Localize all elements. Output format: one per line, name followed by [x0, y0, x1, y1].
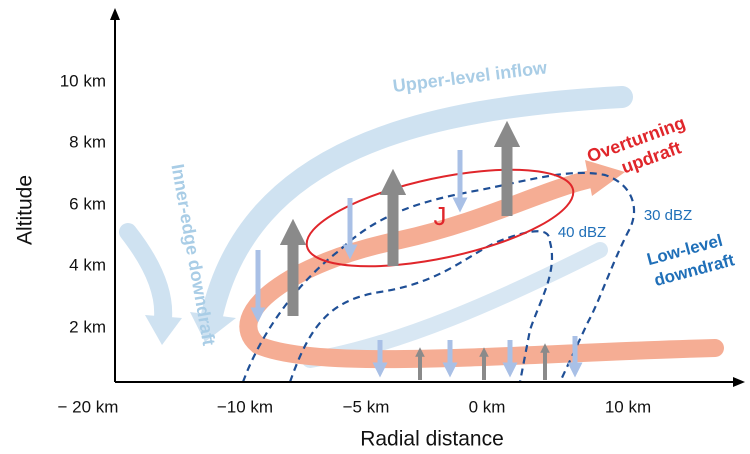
upper-inflow-label: Upper-level inflow	[392, 57, 549, 96]
inner-downdraft-head	[145, 315, 182, 345]
y-axis-head	[110, 8, 120, 20]
y-tick-label: 10 km	[60, 71, 106, 90]
y-axis-label: Altitude	[14, 175, 37, 245]
contour-label: 40 dBZ	[558, 224, 606, 241]
updraft-arrows	[279, 120, 550, 380]
x-axis-head	[733, 377, 745, 387]
y-tick-label: 4 km	[69, 255, 106, 274]
inner-downdraft-band	[119, 223, 173, 327]
y-tick-label: 6 km	[69, 194, 106, 213]
upper-inflow-head	[190, 312, 236, 342]
contour-30	[241, 171, 636, 383]
x-tick-label: 10 km	[605, 397, 651, 416]
x-axis-label: Radial distance	[360, 428, 504, 451]
jet-label: J	[434, 201, 447, 231]
x-tick-label: − 20 km	[58, 397, 119, 416]
contour-label: 30 dBZ	[644, 207, 692, 224]
x-tick-label: −10 km	[217, 397, 273, 416]
jet-ellipse	[305, 168, 575, 268]
axes	[114, 18, 735, 383]
upper-inflow-band	[201, 86, 633, 326]
y-tick-label: 8 km	[69, 132, 106, 151]
downdraft-arrows	[250, 150, 583, 378]
x-tick-label: 0 km	[469, 397, 506, 416]
x-tick-label: −5 km	[343, 397, 390, 416]
contour-40	[288, 230, 554, 383]
overturning-head	[585, 160, 625, 196]
y-tick-label: 2 km	[69, 317, 106, 336]
